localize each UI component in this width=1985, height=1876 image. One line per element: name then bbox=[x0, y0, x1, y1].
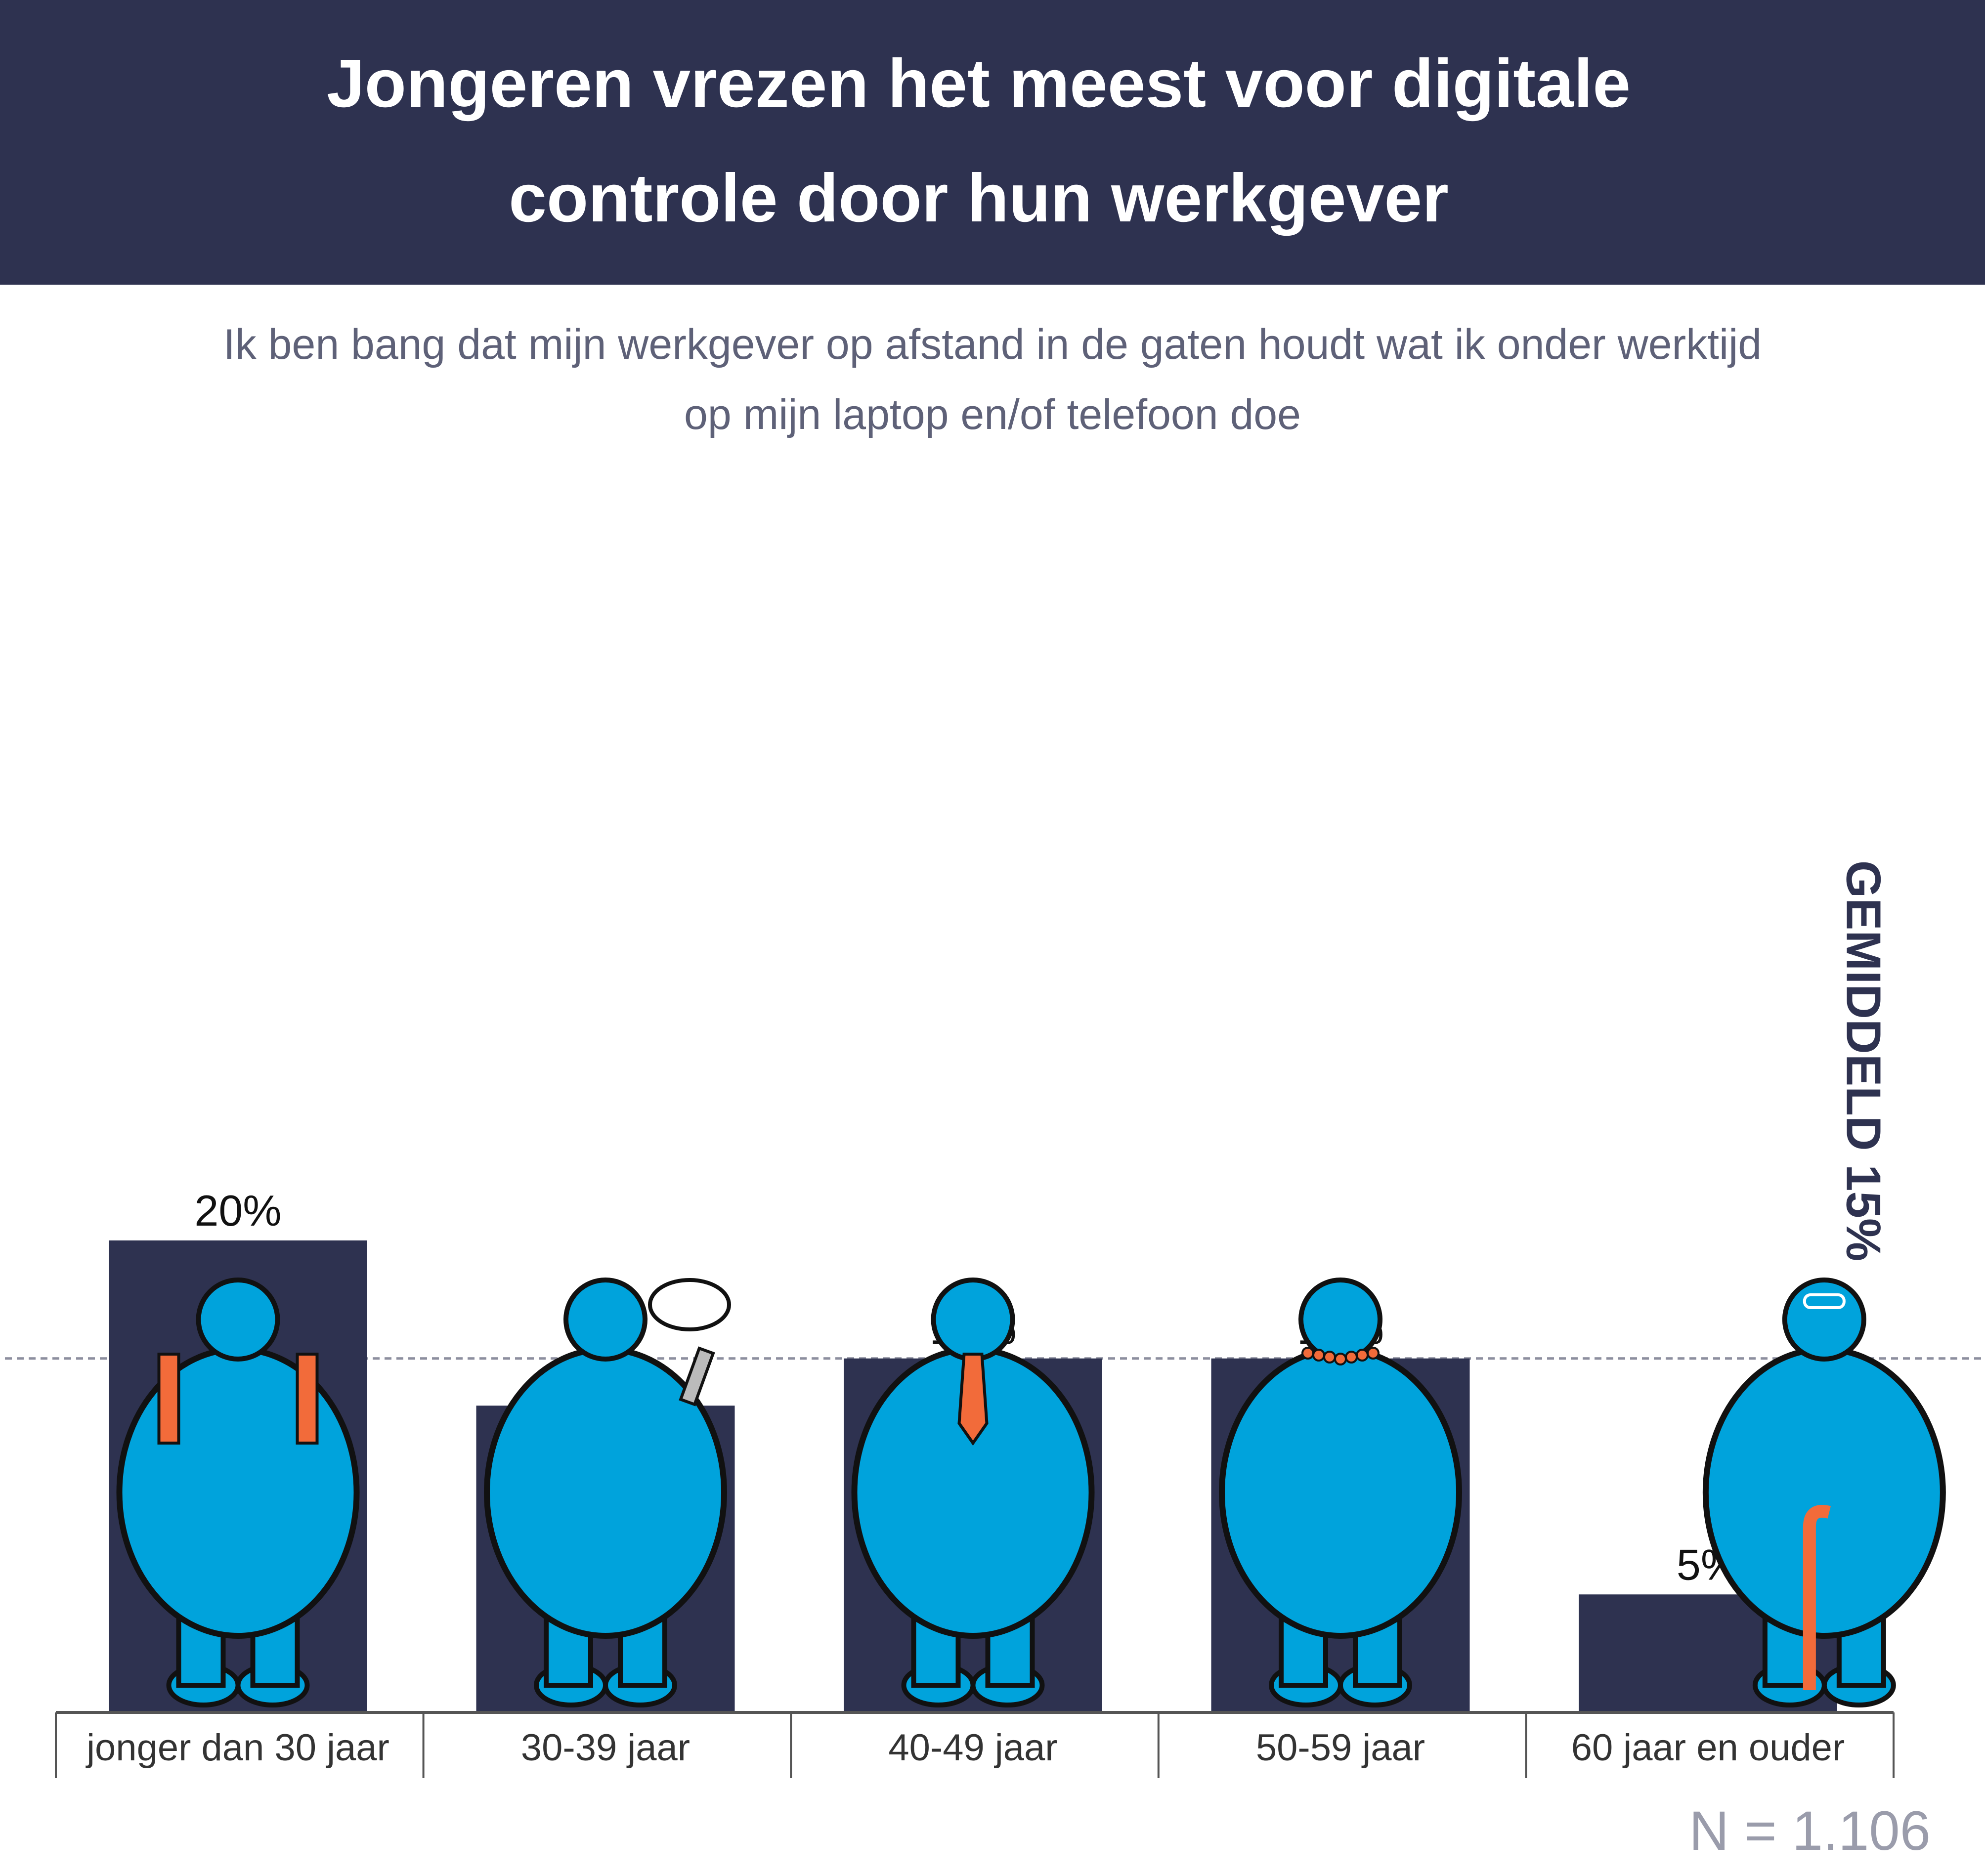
backpack-strap-icon bbox=[296, 1353, 319, 1445]
average-label: GEMIDDELD 15% bbox=[1836, 860, 1891, 1262]
header-banner: Jongeren vrezen het meest voor digitale … bbox=[0, 0, 1985, 285]
person-figure-icon bbox=[851, 1278, 1095, 1707]
subtitle-line-1: Ik ben bang dat mijn werkgever op afstan… bbox=[223, 321, 1762, 368]
category-label: 40-49 jaar bbox=[888, 1727, 1057, 1769]
body bbox=[116, 1346, 360, 1639]
chart-title-line-1: Jongeren vrezen het meest voor digitale bbox=[326, 45, 1631, 122]
necklace-bead-icon bbox=[1323, 1351, 1336, 1364]
phone-icon bbox=[679, 1346, 715, 1407]
head bbox=[1782, 1278, 1866, 1362]
person-figure-icon bbox=[1219, 1278, 1462, 1707]
head bbox=[931, 1278, 1015, 1362]
category-label: jonger dan 30 jaar bbox=[86, 1727, 389, 1769]
head bbox=[1298, 1278, 1382, 1362]
chart-title-line-2: controle door hun werkgever bbox=[509, 160, 1449, 236]
necklace-bead-icon bbox=[1312, 1349, 1325, 1362]
category-label: 60 jaar en ouder bbox=[1571, 1727, 1845, 1769]
category-label: 30-39 jaar bbox=[521, 1727, 690, 1769]
value-label: 20% bbox=[194, 1186, 281, 1235]
body bbox=[1702, 1346, 1946, 1639]
head bbox=[196, 1278, 280, 1362]
head bbox=[563, 1278, 647, 1362]
person-figure-icon bbox=[1702, 1278, 1946, 1707]
subtitle-line-2: op mijn laptop en/of telefoon doe bbox=[684, 391, 1301, 438]
cane-icon bbox=[1803, 1505, 1831, 1690]
body bbox=[1219, 1346, 1462, 1639]
glasses-icon bbox=[1803, 1293, 1846, 1309]
person-figure-icon bbox=[484, 1278, 731, 1707]
backpack-strap-icon bbox=[157, 1353, 180, 1445]
necklace-bead-icon bbox=[1334, 1353, 1347, 1365]
category-label: 50-59 jaar bbox=[1256, 1727, 1425, 1769]
speech-bubble-icon bbox=[648, 1278, 731, 1331]
necklace-bead-icon bbox=[1345, 1351, 1358, 1364]
necklace-bead-icon bbox=[1356, 1349, 1369, 1362]
necklace-bead-icon bbox=[1301, 1347, 1314, 1360]
sample-size: N = 1.106 bbox=[1689, 1800, 1931, 1862]
person-figure-icon bbox=[116, 1278, 360, 1707]
necklace-bead-icon bbox=[1367, 1347, 1380, 1360]
tie-icon bbox=[957, 1353, 989, 1446]
